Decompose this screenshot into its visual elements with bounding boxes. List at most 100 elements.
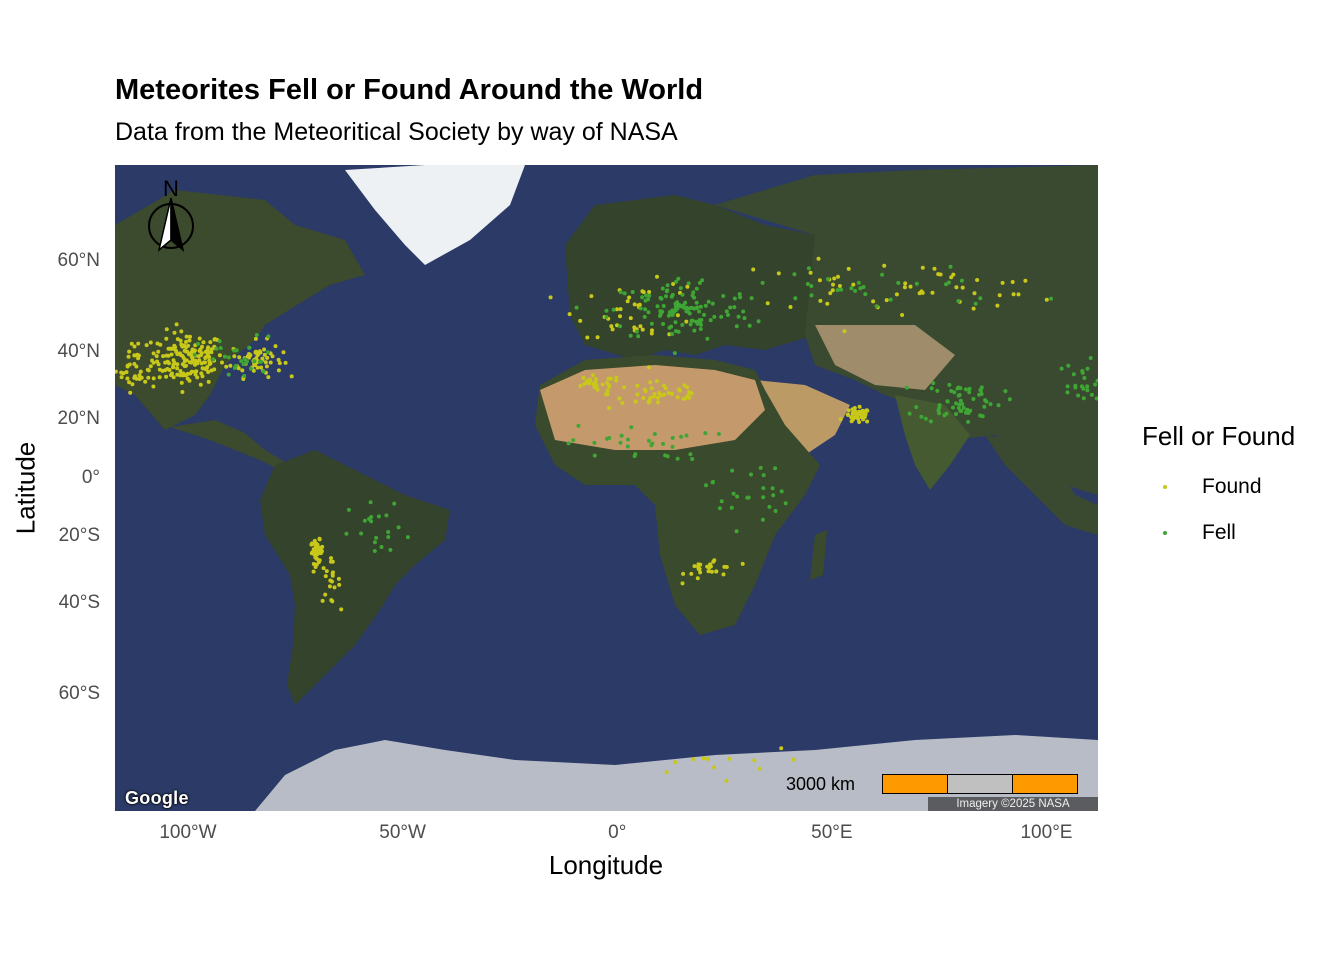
meteorite-point-found — [265, 355, 270, 360]
meteorite-point-found — [695, 576, 700, 581]
meteorite-point-found — [264, 364, 269, 369]
meteorite-point-found — [155, 359, 160, 364]
meteorite-point-found — [635, 383, 640, 388]
meteorite-point-found — [609, 324, 614, 329]
meteorite-point-fell — [571, 438, 576, 443]
meteorite-point-found — [698, 570, 703, 575]
meteorite-point-found — [172, 330, 177, 335]
meteorite-point-fell — [914, 281, 919, 286]
meteorite-point-found — [655, 274, 659, 279]
meteorite-point-found — [593, 380, 598, 385]
meteorite-point-fell — [373, 540, 377, 545]
meteorite-point-fell — [346, 507, 351, 512]
meteorite-point-fell — [622, 291, 627, 296]
meteorite-point-found — [199, 371, 204, 376]
meteorite-point-fell — [863, 292, 868, 297]
meteorite-point-found — [311, 562, 316, 566]
meteorite-point-found — [148, 364, 153, 369]
meteorite-point-fell — [642, 314, 647, 319]
meteorite-point-fell — [1081, 386, 1086, 391]
landmasses — [115, 165, 1098, 811]
legend-item-fell[interactable]: Fell — [1150, 518, 1236, 548]
meteorite-point-found — [164, 336, 169, 341]
meteorite-point-fell — [646, 297, 651, 302]
meteorite-point-fell — [368, 500, 373, 505]
meteorite-point-found — [625, 299, 630, 304]
meteorite-point-fell — [359, 531, 364, 536]
meteorite-point-fell — [344, 531, 349, 536]
meteorite-point-fell — [695, 321, 700, 326]
meteorite-point-found — [134, 376, 139, 381]
meteorite-point-fell — [965, 407, 970, 412]
meteorite-point-fell — [719, 499, 724, 504]
meteorite-point-fell — [629, 425, 634, 430]
meteorite-point-fell — [386, 530, 391, 534]
meteorite-point-found — [675, 395, 680, 400]
meteorite-point-fell — [971, 397, 976, 401]
meteorite-point-fell — [737, 292, 742, 297]
meteorite-point-found — [640, 327, 645, 332]
meteorite-point-fell — [687, 311, 692, 315]
meteorite-point-found — [127, 380, 132, 385]
meteorite-point-found — [776, 271, 781, 276]
meteorite-point-fell — [384, 513, 389, 518]
meteorite-point-found — [314, 556, 319, 561]
meteorite-point-found — [327, 584, 332, 589]
meteorite-point-found — [975, 278, 980, 282]
meteorite-point-fell — [734, 529, 739, 534]
meteorite-point-fell — [697, 309, 702, 314]
meteorite-point-found — [276, 368, 281, 373]
meteorite-point-found — [174, 322, 179, 327]
meteorite-point-found — [204, 355, 209, 359]
meteorite-point-fell — [244, 359, 249, 364]
meteorite-point-found — [850, 417, 855, 422]
meteorite-point-fell — [809, 284, 814, 288]
meteorite-point-found — [208, 340, 213, 345]
meteorite-point-fell — [676, 276, 681, 281]
meteorite-point-found — [871, 299, 876, 304]
meteorite-point-found — [838, 417, 843, 422]
meteorite-point-found — [633, 399, 638, 404]
meteorite-point-found — [578, 384, 583, 388]
meteorite-point-fell — [379, 545, 384, 549]
meteorite-points — [115, 256, 1098, 783]
meteorite-point-found — [146, 375, 151, 380]
meteorite-point-found — [151, 384, 156, 389]
meteorite-point-found — [205, 365, 210, 369]
legend-label-found: Found — [1202, 475, 1262, 498]
meteorite-point-found — [779, 746, 784, 751]
meteorite-point-found — [825, 301, 830, 306]
meteorite-point-fell — [673, 305, 678, 310]
meteorite-point-fell — [731, 491, 736, 496]
legend-item-found[interactable]: Found — [1150, 472, 1262, 502]
meteorite-point-fell — [773, 509, 778, 513]
meteorite-point-found — [268, 360, 273, 365]
meteorite-point-found — [628, 316, 633, 321]
y-tick-label: 0° — [81, 466, 100, 488]
meteorite-point-fell — [1085, 388, 1090, 393]
meteorite-point-fell — [261, 369, 266, 374]
meteorite-point-fell — [931, 381, 936, 386]
map-plot[interactable] — [115, 165, 1098, 811]
meteorite-point-fell — [736, 314, 741, 319]
meteorite-point-found — [714, 569, 719, 574]
meteorite-point-fell — [258, 359, 262, 364]
meteorite-point-found — [182, 359, 187, 364]
meteorite-point-found — [593, 377, 598, 381]
meteorite-point-found — [659, 393, 664, 398]
meteorite-point-found — [180, 390, 185, 394]
meteorite-point-found — [127, 349, 132, 354]
meteorite-point-fell — [1076, 393, 1081, 398]
meteorite-point-fell — [574, 305, 579, 310]
meteorite-point-fell — [988, 402, 993, 407]
meteorite-point-fell — [888, 297, 893, 302]
meteorite-point-fell — [853, 288, 858, 293]
meteorite-point-found — [136, 356, 141, 361]
meteorite-point-found — [638, 324, 643, 329]
europe — [565, 195, 815, 360]
meteorite-point-found — [837, 284, 842, 288]
map-panel[interactable] — [115, 165, 1098, 811]
meteorite-point-found — [997, 293, 1002, 298]
meteorite-point-found — [164, 374, 169, 379]
y-axis-label: Latitude — [10, 441, 41, 535]
